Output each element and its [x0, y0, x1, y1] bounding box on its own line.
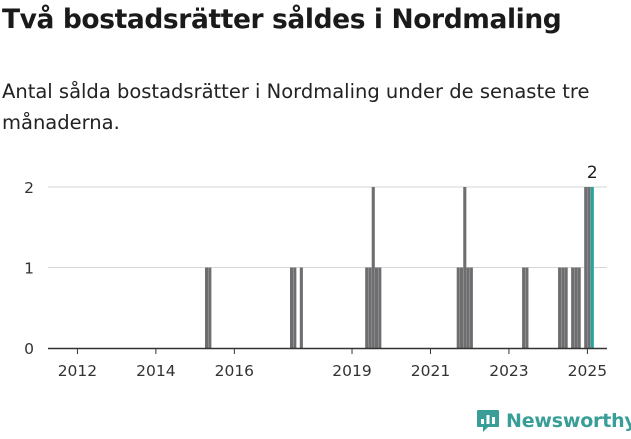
y-tick-label: 1: [24, 260, 34, 278]
bar: [466, 267, 470, 348]
brand-logo: Newsworthy: [476, 409, 631, 433]
x-tick-label: 2021: [411, 362, 450, 380]
bar: [289, 267, 294, 348]
x-tick-label: 2016: [215, 362, 254, 380]
bar-highlight: [590, 187, 594, 348]
bar: [577, 267, 581, 348]
bar: [469, 267, 473, 348]
chart-title: Två bostadsrätter såldes i Nordmaling: [2, 4, 562, 35]
bar: [299, 267, 303, 348]
bar-chart: 0 1 2 2012 2014 2016 2019 2021 2023 2025 2: [24, 163, 607, 380]
bar: [378, 267, 382, 348]
bar: [574, 267, 578, 348]
bar: [564, 267, 568, 348]
bar: [456, 267, 460, 348]
bar: [459, 267, 464, 348]
x-tick-label: 2014: [136, 362, 175, 380]
x-tick-label: 2023: [489, 362, 528, 380]
bar: [587, 187, 591, 348]
bar: [368, 267, 372, 348]
y-tick-label: 0: [24, 340, 34, 358]
bar: [561, 267, 565, 348]
bar: [293, 267, 297, 348]
bar: [463, 187, 467, 348]
y-tick-label: 2: [24, 179, 34, 197]
x-tick-label: 2012: [58, 362, 97, 380]
x-tick-label: 2025: [568, 362, 607, 380]
bar: [571, 267, 575, 348]
x-tick-label: 2019: [332, 362, 371, 380]
newsworthy-logo-icon: [477, 410, 499, 432]
data-label: 2: [587, 163, 598, 183]
bar: [525, 267, 529, 348]
brand-name: Newsworthy: [506, 410, 631, 432]
chart-subtitle: Antal sålda bostadsrätter i Nordmaling u…: [2, 80, 590, 134]
bar: [204, 267, 209, 348]
bar: [208, 267, 212, 348]
bar: [584, 187, 588, 348]
bar: [371, 187, 375, 348]
bar: [522, 267, 526, 348]
bar: [365, 267, 369, 348]
bar: [374, 267, 379, 348]
bar: [558, 267, 562, 348]
